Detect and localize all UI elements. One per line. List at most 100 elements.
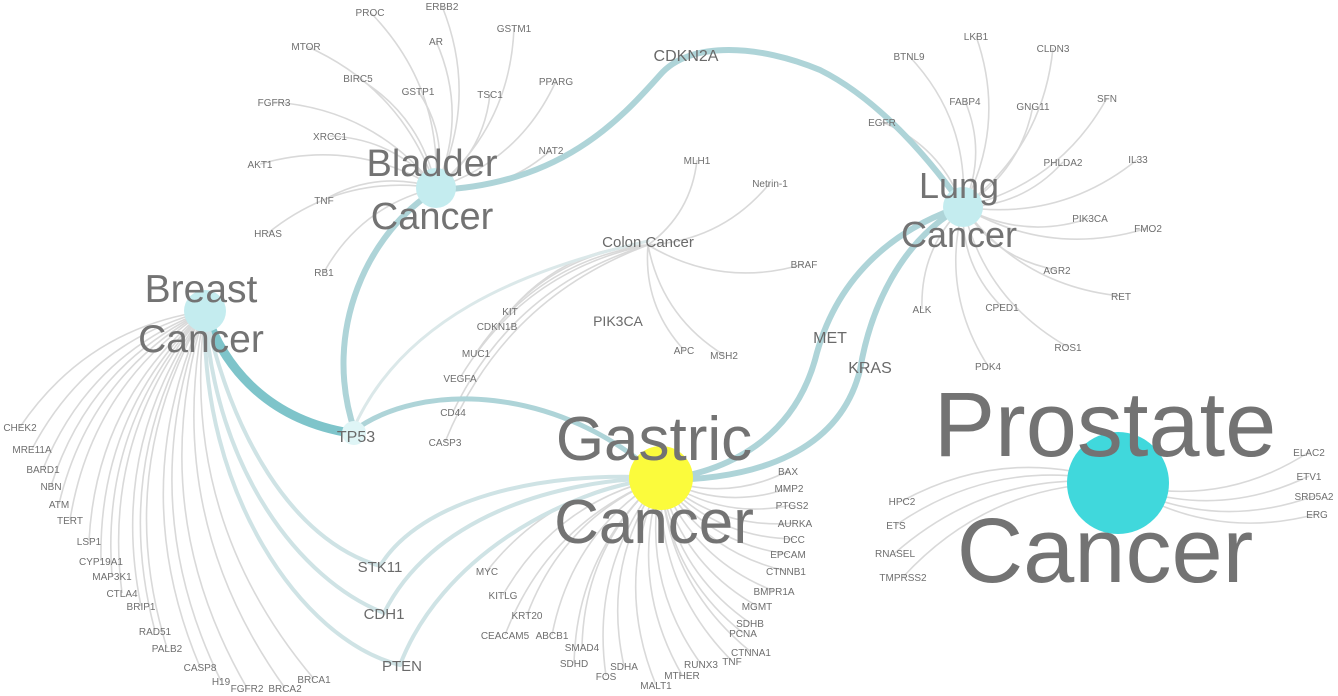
gene-label-prostate_left-3[interactable]: TMPRSS2 [879, 573, 927, 584]
gene-label-lung-3[interactable]: FABP4 [949, 97, 981, 108]
gene-label-breast-17[interactable]: BRCA1 [297, 675, 331, 686]
gene-label-bladder-6[interactable]: GSTP1 [402, 87, 435, 98]
gene-label-bladder-12[interactable]: AKT1 [247, 160, 272, 171]
gene-label-breast-12[interactable]: PALB2 [152, 644, 183, 655]
gene-label-gastric_bottom-3[interactable]: CEACAM5 [481, 631, 530, 642]
gene-label-breast-14[interactable]: H19 [212, 677, 231, 688]
gene-label-gastric_right-10[interactable]: PCNA [729, 629, 757, 640]
gene-label-prostate_left-0[interactable]: HPC2 [889, 497, 916, 508]
gene-label-lung-13[interactable]: ALK [913, 305, 932, 316]
gene-label-lung-4[interactable]: GNG11 [1016, 102, 1050, 113]
gene-label-gastric_right-11[interactable]: CTNNA1 [731, 648, 771, 659]
gene-label-gastric_right-1[interactable]: MMP2 [775, 484, 804, 495]
node-prostate[interactable] [1067, 432, 1169, 534]
gene-label-colon-10[interactable]: MSH2 [710, 351, 738, 362]
gene-label-colon-9[interactable]: APC [674, 346, 695, 357]
gene-label-gastric_bottom-10[interactable]: MTHER [664, 671, 700, 682]
gene-label-bladder-2[interactable]: GSTM1 [497, 24, 532, 35]
gene-label-bladder-10[interactable]: XRCC1 [313, 132, 347, 143]
gene-label-breast-3[interactable]: NBN [40, 482, 61, 493]
gene-label-bladder-3[interactable]: MTOR [291, 42, 320, 53]
gene-label-lung-15[interactable]: ROS1 [1054, 343, 1082, 354]
gene-label-bladder-11[interactable]: NAT2 [539, 146, 564, 157]
gene-label-gastric_right-0[interactable]: BAX [778, 467, 798, 478]
gene-label-lung-10[interactable]: FMO2 [1134, 224, 1162, 235]
gene-label-gastric_bottom-9[interactable]: MALT1 [640, 681, 672, 692]
gene-label-breast-0[interactable]: CHEK2 [3, 423, 37, 434]
gene-label-prostate_right-2[interactable]: SRD5A2 [1295, 492, 1334, 503]
gene-label-gastric_bottom-5[interactable]: SMAD4 [565, 643, 600, 654]
gene-label-bladder-7[interactable]: PPARG [539, 77, 573, 88]
gene-label-gastric_right-4[interactable]: DCC [783, 535, 805, 546]
gene-label-gastric_right-6[interactable]: CTNNB1 [766, 567, 806, 578]
gene-label-gastric_right-13[interactable]: RUNX3 [684, 660, 718, 671]
gene-label-lung-6[interactable]: EGFR [868, 118, 896, 129]
gene-label-colon-4[interactable]: CDKN1B [477, 322, 518, 333]
gene-label-gastric_right-3[interactable]: AURKA [778, 519, 813, 530]
gene-label-gastric_right-9[interactable]: SDHB [736, 619, 764, 630]
gene-label-breast-1[interactable]: MRE11A [12, 445, 52, 456]
gene-label-gastric_bottom-2[interactable]: KRT20 [512, 611, 543, 622]
gene-label-breast-15[interactable]: FGFR2 [231, 684, 264, 695]
node-bladder[interactable] [416, 168, 456, 208]
node-lung[interactable] [943, 187, 983, 227]
gene-label-bladder-13[interactable]: TNF [314, 196, 333, 207]
gene-label-gastric_right-7[interactable]: BMPR1A [753, 587, 794, 598]
gene-label-gastric_bottom-6[interactable]: SDHD [560, 659, 588, 670]
gene-label-breast-5[interactable]: TERT [57, 516, 83, 527]
node-gastric[interactable] [629, 446, 693, 510]
gene-label-bladder-8[interactable]: TSC1 [477, 90, 503, 101]
gene-label-lung-16[interactable]: PDK4 [975, 362, 1002, 373]
gene-label-colon-3[interactable]: KIT [502, 307, 518, 318]
gene-label-colon-7[interactable]: CD44 [440, 408, 466, 419]
gene-label-bladder-15[interactable]: RB1 [314, 268, 334, 279]
gene-label-bladder-1[interactable]: ERBB2 [426, 2, 459, 13]
gene-label-gastric_bottom-7[interactable]: SDHA [610, 662, 638, 673]
gene-label-bladder-14[interactable]: HRAS [254, 229, 282, 240]
gene-label-lung-14[interactable]: CPED1 [985, 303, 1019, 314]
gene-label-colon-6[interactable]: VEGFA [443, 374, 477, 385]
gene-label-lung-5[interactable]: SFN [1097, 94, 1117, 105]
gene-label-colon-0[interactable]: MLH1 [684, 156, 711, 167]
node-tp53[interactable] [342, 421, 366, 445]
gene-label-bladder-0[interactable]: PROC [356, 8, 385, 19]
gene-label-breast-9[interactable]: CTLA4 [106, 589, 138, 600]
gene-label-breast-16[interactable]: BRCA2 [268, 684, 302, 695]
gene-label-bladder-4[interactable]: AR [429, 37, 443, 48]
gene-label-gastric_right-2[interactable]: PTGS2 [776, 501, 809, 512]
gene-label-breast-11[interactable]: RAD51 [139, 627, 172, 638]
gene-label-colon-1[interactable]: Netrin-1 [752, 179, 788, 190]
gene-label-bladder-9[interactable]: FGFR3 [258, 98, 291, 109]
gene-label-gastric_right-12[interactable]: TNF [722, 657, 741, 668]
node-breast[interactable] [184, 290, 226, 332]
gene-label-breast-7[interactable]: CYP19A1 [79, 557, 123, 568]
gene-label-breast-13[interactable]: CASP8 [184, 663, 217, 674]
gene-label-colon-8[interactable]: CASP3 [429, 438, 462, 449]
gene-label-gastric_bottom-1[interactable]: KITLG [489, 591, 518, 602]
gene-label-gastric_bottom-0[interactable]: MYC [476, 567, 498, 578]
gene-label-colon-5[interactable]: MUC1 [462, 349, 491, 360]
gene-label-lung-9[interactable]: PIK3CA [1072, 214, 1108, 225]
gene-label-prostate_left-2[interactable]: RNASEL [875, 549, 915, 560]
gene-label-colon-2[interactable]: BRAF [791, 260, 818, 271]
gene-label-breast-2[interactable]: BARD1 [26, 465, 60, 476]
gene-label-prostate_right-3[interactable]: ERG [1306, 510, 1328, 521]
gene-label-breast-10[interactable]: BRIP1 [127, 602, 156, 613]
gene-label-lung-8[interactable]: IL33 [1128, 155, 1148, 166]
gene-label-breast-6[interactable]: LSP1 [77, 537, 102, 548]
gene-label-prostate_right-0[interactable]: ELAC2 [1293, 448, 1325, 459]
gene-label-bladder-5[interactable]: BIRC5 [343, 74, 373, 85]
gene-label-gastric_bottom-4[interactable]: ABCB1 [536, 631, 569, 642]
gene-label-lung-1[interactable]: BTNL9 [893, 52, 925, 63]
gene-label-prostate_right-1[interactable]: ETV1 [1296, 472, 1321, 483]
gene-label-gastric_bottom-8[interactable]: FOS [596, 672, 617, 683]
gene-label-lung-0[interactable]: LKB1 [964, 32, 989, 43]
gene-label-breast-8[interactable]: MAP3K1 [92, 572, 132, 583]
gene-label-lung-12[interactable]: RET [1111, 292, 1131, 303]
gene-label-lung-2[interactable]: CLDN3 [1037, 44, 1070, 55]
gene-label-prostate_left-1[interactable]: ETS [886, 521, 906, 532]
gene-label-lung-11[interactable]: AGR2 [1043, 266, 1071, 277]
gene-label-gastric_right-8[interactable]: MGMT [742, 602, 773, 613]
gene-label-gastric_right-5[interactable]: EPCAM [770, 550, 806, 561]
gene-label-lung-7[interactable]: PHLDA2 [1044, 158, 1083, 169]
